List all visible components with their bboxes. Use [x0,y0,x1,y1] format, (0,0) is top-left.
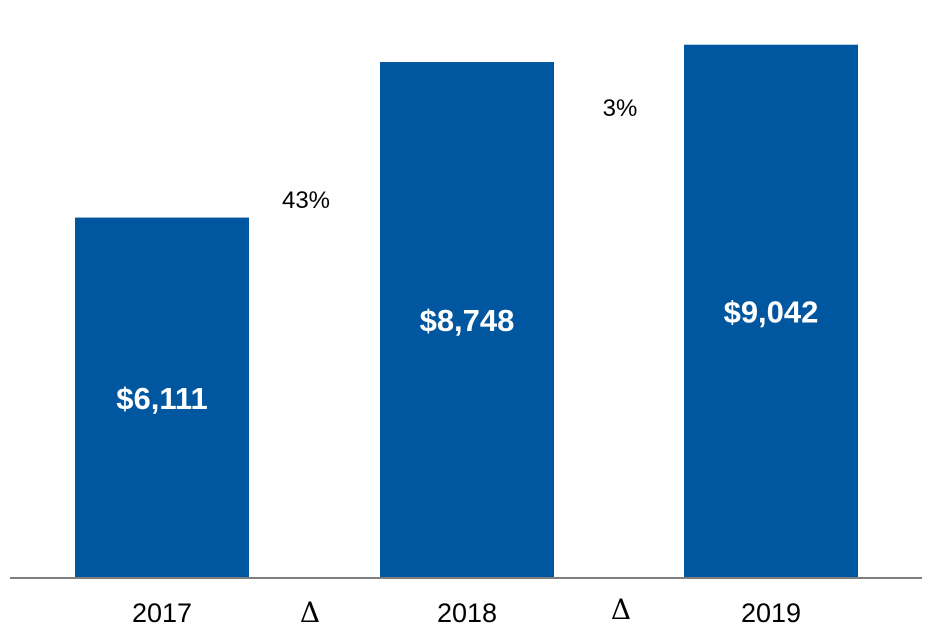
bar-value-label-2019: $9,042 [724,294,819,329]
delta-percent-label: 3% [603,95,638,122]
bars-group [75,44,858,579]
x-tick-labels: 2017 2018 2019 [132,598,801,628]
delta-annotations: 43% Δ 3% Δ [282,95,637,629]
x-tick-label-2019: 2019 [741,598,801,628]
delta-symbol: Δ [300,596,320,629]
bar-value-label-2018: $8,748 [420,303,515,338]
x-tick-label-2018: 2018 [437,598,497,628]
bar-2018 [380,62,554,579]
bar-value-labels: $6,111 $8,748 $9,042 [116,294,818,415]
bar-2019 [684,44,858,578]
bar-value-label-2017: $6,111 [116,381,207,416]
bar-2017 [75,217,249,578]
delta-symbol: Δ [611,593,631,626]
delta-percent-label: 43% [282,187,330,214]
x-tick-label-2017: 2017 [132,598,192,628]
